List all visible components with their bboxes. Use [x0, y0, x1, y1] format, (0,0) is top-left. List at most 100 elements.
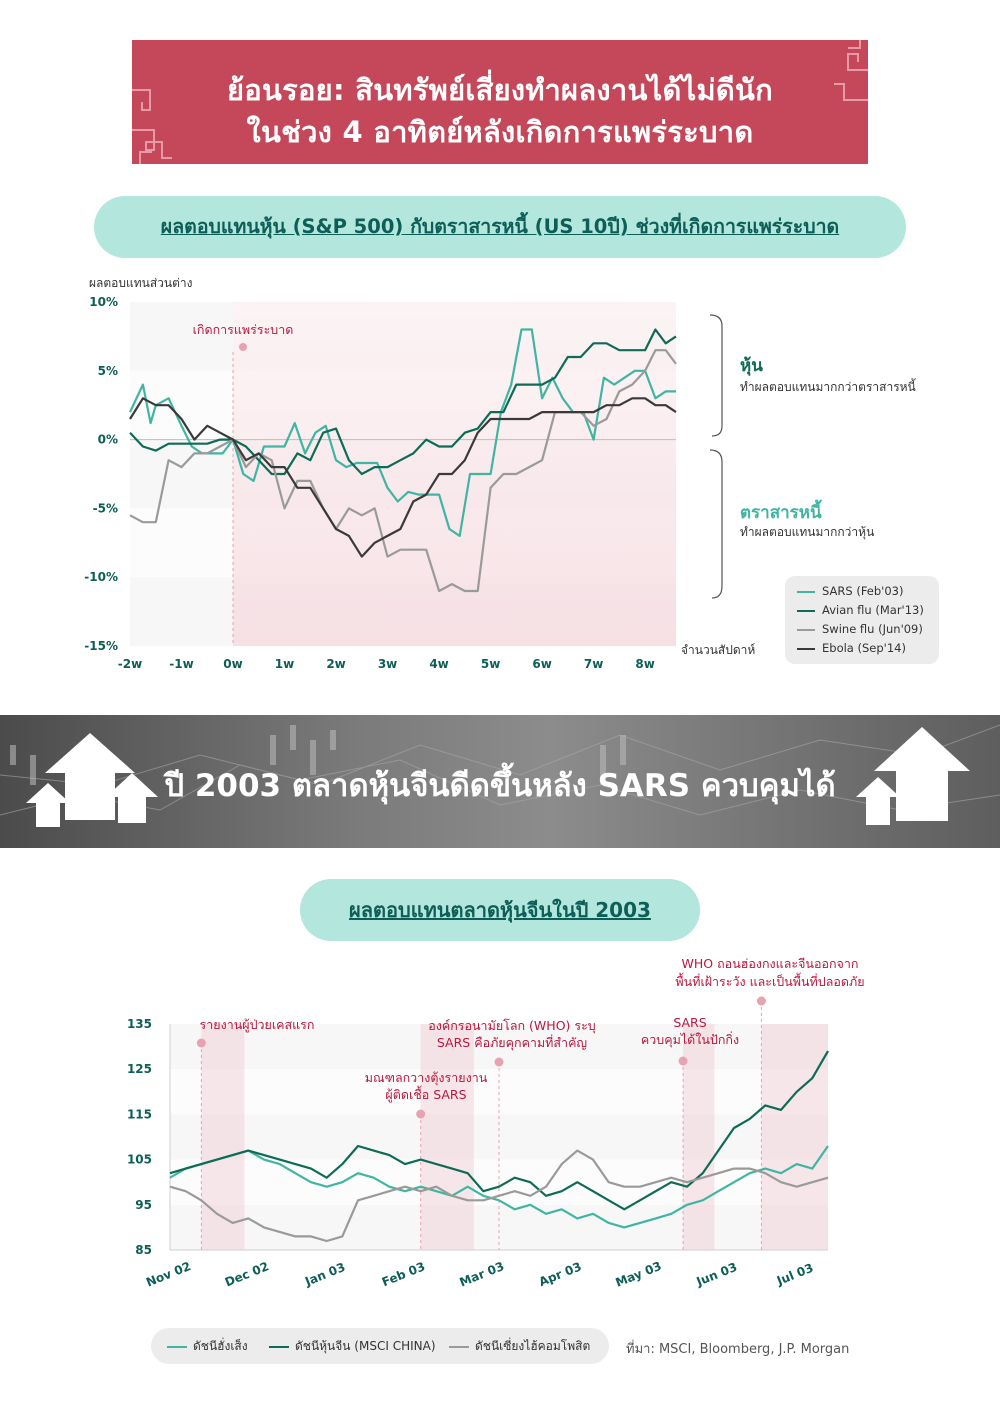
- legend-label: SARS (Feb'03): [822, 584, 904, 598]
- legend-swatch: [449, 1345, 469, 1348]
- chart1-legend-sars: SARS (Feb'03): [797, 582, 903, 600]
- chart2-ytick: 105: [127, 1153, 152, 1167]
- legend-label: ดัชนีหุ้นจีน (MSCI CHINA): [295, 1339, 436, 1353]
- chart1-xtick: 7w: [584, 657, 603, 671]
- chart1-series-2: [129, 349, 677, 593]
- chart1-title: ผลตอบแทนหุ้น (S&P 500) กับตราสารหนี้ (US…: [94, 196, 906, 258]
- chart2-ytick: 135: [127, 1017, 152, 1031]
- chart2-annotation-marker: [756, 996, 766, 1006]
- chart2-legend-msci: ดัชนีหุ้นจีน (MSCI CHINA): [269, 1328, 436, 1364]
- chart1-ytick: 10%: [89, 295, 118, 309]
- bonds-bracket: [709, 449, 723, 599]
- chart2-ytick: 95: [135, 1198, 152, 1212]
- chart2-xtick: May 03: [613, 1259, 663, 1290]
- chart2-event-shade: [201, 1024, 245, 1250]
- chart1-xtick: 3w: [378, 657, 397, 671]
- legend-swatch: [797, 609, 815, 612]
- chart1-xtick: 1w: [275, 657, 294, 671]
- stocks-bracket-title: หุ้น: [740, 356, 763, 376]
- chart2-annotation-label: มณฑลกวางตุ้งรายงาน: [365, 1070, 488, 1086]
- chart1-xlabel: จำนวนสัปดาห์: [681, 643, 755, 657]
- chart1-legend-avian: Avian flu (Mar'13): [797, 601, 924, 619]
- legend-label: ดัชนีฮั่งเส็ง: [193, 1339, 248, 1353]
- chart1-post-outbreak-shade: [233, 302, 677, 646]
- header-banner: ย้อนรอย: สินทรัพย์เสี่ยงทำผลงานได้ไม่ดีน…: [132, 40, 868, 164]
- chart2-annotation-label: องค์กรอนามัยโลก (WHO) ระบุ: [428, 1018, 596, 1034]
- chart2-series-0: [169, 1145, 829, 1229]
- stocks-bracket: [709, 314, 723, 437]
- chart2-svg: รายงานผู้ป่วยเคสแรกมณฑลกวางตุ้งรายงานผู้…: [127, 956, 865, 1290]
- chart2-xtick: Mar 03: [457, 1259, 506, 1290]
- chart2-ytick: 115: [127, 1107, 152, 1121]
- chart2-series-2: [169, 1149, 829, 1243]
- chart1-xtick: -1w: [169, 657, 193, 671]
- chart2-xtick: Dec 02: [223, 1259, 271, 1289]
- chart1-series-3: [129, 397, 677, 558]
- header-title-line2: ในช่วง 4 อาทิตย์หลังเกิดการแพร่ระบาด: [246, 115, 754, 149]
- chart1-legend-swine: Swine flu (Jun'09): [797, 620, 923, 638]
- chart2-annotation-marker: [678, 1056, 688, 1066]
- chart2-series-1: [169, 1050, 829, 1211]
- chart1-xtick: 8w: [635, 657, 654, 671]
- chart2-xtick: Feb 03: [380, 1259, 427, 1289]
- chart2-legend-shanghai: ดัชนีเซี่ยงไฮ้คอมโพสิต: [449, 1328, 590, 1364]
- banner-ornament: [132, 40, 868, 164]
- chart2-event-shade: [683, 1024, 715, 1250]
- chart1-legend-ebola: Ebola (Sep'14): [797, 639, 906, 657]
- chart2-annotation-label: รายงานผู้ป่วยเคสแรก: [200, 1017, 315, 1033]
- chart1-xtick: 0w: [223, 657, 242, 671]
- legend-swatch: [797, 647, 815, 650]
- chart2-annotation-marker: [196, 1038, 206, 1048]
- stocks-bracket-desc: ทำผลตอบแทนมากกว่าตราสารหนี้: [740, 378, 916, 394]
- chart1-ytick: 5%: [98, 364, 118, 378]
- chart2-xtick: Jan 03: [302, 1260, 347, 1289]
- chart2-annotation-label: ผู้ติดเชื้อ SARS: [385, 1085, 466, 1103]
- bonds-bracket-title: ตราสารหนี้: [740, 499, 822, 523]
- chart2-event-shade: [761, 1024, 828, 1250]
- chart1-xtick: 6w: [532, 657, 551, 671]
- chart1-xtick: 5w: [481, 657, 500, 671]
- chart2-event-shade: [420, 1024, 474, 1250]
- strip-background-graphic: [0, 724, 1000, 827]
- chart1-ytick: -10%: [84, 570, 118, 584]
- legend-label: Ebola (Sep'14): [822, 641, 906, 655]
- legend-label: Swine flu (Jun'09): [822, 622, 923, 636]
- chart2-legend-hangseng: ดัชนีฮั่งเส็ง: [167, 1328, 248, 1364]
- chart2-annotation-label: พื้นที่เฝ้าระวัง และเป็นพื้นที่ปลอดภัย: [675, 972, 864, 989]
- chart1-legend: SARS (Feb'03) Avian flu (Mar'13) Swine f…: [785, 576, 939, 664]
- chart1-svg: 10% 5% 0% -5% -10% -15%-2w -1w 0w 1w 2w 3w 4w 5w 6w 7w…: [84, 276, 916, 671]
- chart2-legend: ดัชนีฮั่งเส็ง ดัชนีหุ้นจีน (MSCI CHINA) …: [151, 1328, 609, 1364]
- chart2-annotation-marker: [494, 1057, 504, 1067]
- chart2-annotation-label: ควบคุมได้ในปักกิ่ง: [641, 1031, 739, 1048]
- chart2-annotation-label: SARS: [673, 1015, 706, 1030]
- chart2-annotation-label: SARS คือภัยคุกคามที่สำคัญ: [437, 1034, 587, 1051]
- source-note: ที่มา: MSCI, Bloomberg, J.P. Morgan: [626, 1342, 850, 1357]
- headline-strip: ปี 2003 ตลาดหุ้นจีนดีดขึ้นหลัง SARS ควบค…: [0, 715, 1000, 848]
- chart2-ytick: 85: [135, 1243, 152, 1257]
- chart1-xtick: -2w: [118, 657, 142, 671]
- chart1-xtick: 2w: [326, 657, 345, 671]
- chart2-xtick: Jun 03: [694, 1260, 740, 1289]
- chart1-outbreak-marker: [239, 343, 247, 351]
- legend-label: ดัชนีเซี่ยงไฮ้คอมโพสิต: [475, 1339, 591, 1353]
- legend-swatch: [797, 628, 815, 631]
- chart2-xtick: Nov 02: [144, 1259, 193, 1290]
- chart2-ytick: 125: [127, 1062, 152, 1076]
- chart1-ytick: -5%: [93, 501, 118, 515]
- chart1-ylabel: ผลตอบแทนส่วนต่าง: [89, 276, 193, 290]
- strip-headline: ปี 2003 ตลาดหุ้นจีนดีดขึ้นหลัง SARS ควบค…: [164, 768, 836, 804]
- chart2-xtick: Jul 03: [774, 1261, 815, 1289]
- chart2-xtick: Apr 03: [537, 1259, 584, 1289]
- chart1-xtick: 4w: [429, 657, 448, 671]
- chart2-annotation-marker: [416, 1109, 426, 1119]
- chart1-outbreak-annotation: เกิดการแพร่ระบาด: [193, 322, 294, 337]
- bonds-bracket-desc: ทำผลตอบแทนมากกว่าหุ้น: [740, 525, 874, 540]
- chart2-title: ผลตอบแทนตลาดหุ้นจีนในปี 2003: [300, 879, 700, 941]
- legend-swatch: [269, 1345, 289, 1348]
- legend-swatch: [167, 1345, 187, 1348]
- legend-swatch: [797, 590, 815, 593]
- chart1-ytick: -15%: [84, 639, 118, 653]
- chart2-annotation-label: WHO ถอนฮ่องกงและจีนออกจาก: [682, 956, 859, 971]
- chart1-series-1: [129, 328, 677, 476]
- chart1-ytick: 0%: [98, 433, 118, 447]
